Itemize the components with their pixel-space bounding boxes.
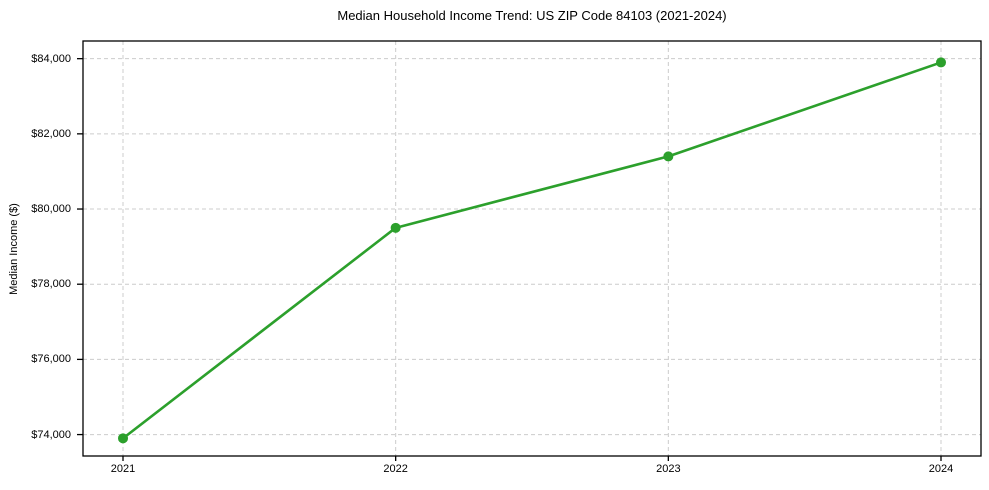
data-point-marker (663, 151, 674, 162)
data-point-marker (390, 222, 401, 233)
trend-line (121, 61, 943, 440)
plot-border (82, 40, 982, 457)
x-tick-label: 2024 (928, 463, 954, 475)
x-tick-label: 2022 (383, 463, 408, 475)
y-tick-label: $84,000 (31, 52, 71, 65)
chart-title: Median Household Income Trend: US ZIP Co… (337, 8, 727, 23)
x-tick-label: 2023 (656, 463, 681, 475)
y-tick-label: $74,000 (31, 428, 71, 441)
x-tick-label: 2021 (110, 463, 136, 475)
data-point-marker (118, 433, 128, 444)
data-point-marker (936, 57, 946, 68)
y-tick-label: $78,000 (31, 278, 71, 291)
y-tick-label: $82,000 (31, 127, 71, 140)
y-tick-label: $76,000 (31, 353, 71, 366)
y-tick-label: $80,000 (31, 203, 71, 216)
